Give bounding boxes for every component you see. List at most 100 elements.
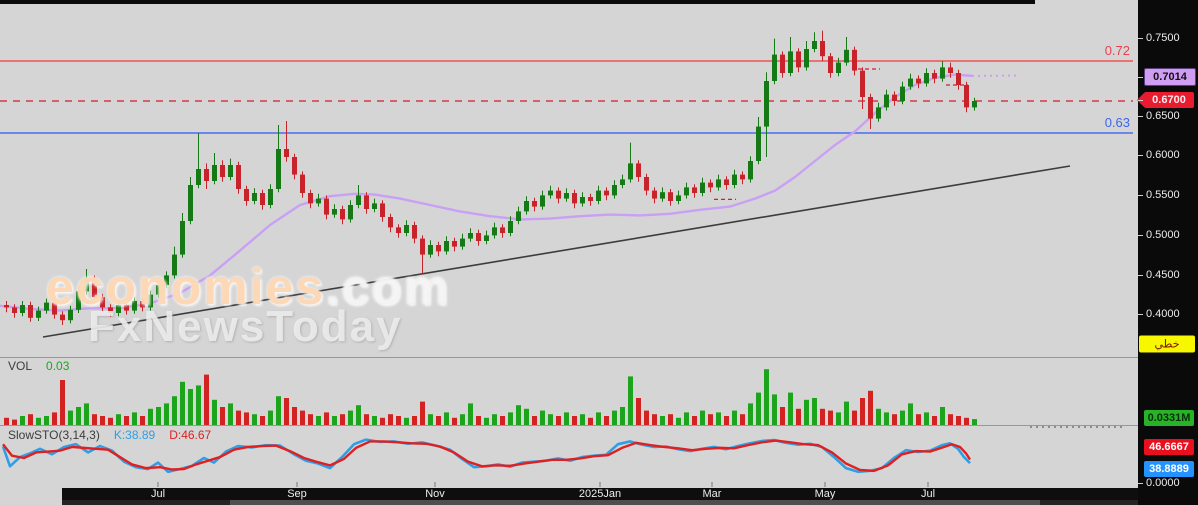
candle-body [68,309,73,321]
candle-body [412,225,417,239]
candle-body [52,302,57,315]
candle-body [484,235,489,241]
volume-bar [308,414,313,425]
volume-bar [268,410,273,425]
volume-bar [764,369,769,425]
volume-bar [900,410,905,425]
candle-body [908,78,913,87]
volume-bar [492,414,497,425]
resistance-level-label: 0.72 [1104,43,1130,58]
candle-body [228,165,233,177]
candle-body [564,193,569,199]
volume-bar [284,398,289,425]
scrollbar-thumb[interactable] [230,500,1040,505]
candle-body [252,193,257,201]
candle-body [524,201,529,212]
volume-panel-label: VOL 0.03 [8,359,69,373]
y-axis-tick [1138,100,1143,101]
candle-body [508,221,513,233]
volume-bar [788,392,793,425]
volume-bar [324,412,329,425]
candle-body [668,192,673,201]
candle-body [756,126,761,161]
volume-bar [668,414,673,425]
volume-bar [204,374,209,425]
volume-bar [628,376,633,425]
y-axis-label: 0.4000 [1146,308,1180,320]
candle-body [44,302,49,311]
y-axis-tick [1138,195,1143,196]
candle-body [436,245,441,252]
volume-bar [828,410,833,425]
candle-body [380,203,385,217]
volume-bar [428,414,433,425]
x-axis-label: Nov [425,488,445,500]
volume-current-value: 0.03 [46,359,70,373]
x-axis-label: Sep [287,488,307,500]
candle-body [940,67,945,79]
candle-body [20,305,25,313]
volume-bar [52,412,57,425]
volume-bar [244,412,249,425]
volume-bar [260,416,265,425]
volume-bar [956,416,961,425]
y-axis-tick [1138,483,1143,484]
volume-bar [620,407,625,425]
volume-bar [588,417,593,425]
chart-type-button[interactable]: خطي [1139,335,1195,353]
candle-body [636,163,641,177]
moving-average-line [0,73,973,312]
candle-body [716,179,721,188]
volume-bar [276,396,281,425]
volume-bar [796,408,801,425]
candle-body [444,241,449,252]
volume-bar [924,412,929,425]
volume-bar [652,414,657,425]
candle-body [100,297,105,308]
candle-body [404,225,409,233]
last-price-badge: 0.6700 [1144,92,1194,108]
candle-body [556,190,561,199]
volume-bar [860,398,865,425]
volume-bar [564,412,569,425]
volume-bar [692,416,697,425]
volume-bar [116,414,121,425]
candle-body [396,227,401,233]
support-level-label: 0.63 [1104,115,1130,130]
x-axis-label: Mar [702,488,722,500]
candle-body [12,307,17,313]
volume-bar [524,408,529,425]
volume-bar [132,412,137,425]
volume-bar [804,399,809,425]
chart-canvas[interactable] [0,0,1138,505]
candle-body [28,305,33,318]
price-axis-panel[interactable]: 0.7014 0.6700 خطي 0.0331M 46.6667 38.888… [1138,0,1198,505]
volume-bar [636,398,641,425]
volume-bar [612,410,617,425]
volume-bar [516,405,521,425]
volume-bar [4,417,9,425]
scrollbar-track[interactable] [62,500,1138,505]
volume-bar [348,410,353,425]
candle-body [652,190,657,199]
volume-bar [916,414,921,425]
candle-body [476,233,481,241]
candle-body [188,185,193,221]
volume-bar [556,416,561,425]
volume-bar [716,412,721,425]
candle-body [708,182,713,188]
volume-bar [388,414,393,425]
volume-bar [140,416,145,425]
time-axis[interactable]: Jul Sep Nov 2025Jan Mar May Jul [62,488,1138,500]
y-axis-label: 0.5500 [1146,189,1180,201]
candle-body [172,254,177,276]
volume-bar [460,414,465,425]
y-axis-tick [1138,77,1143,78]
volume-bar [484,417,489,425]
candle-body [684,187,689,196]
volume-bar [772,394,777,425]
candle-body [572,193,577,204]
y-axis-label: 0.5000 [1146,229,1180,241]
volume-bar [596,412,601,425]
volume-bar [892,414,897,425]
